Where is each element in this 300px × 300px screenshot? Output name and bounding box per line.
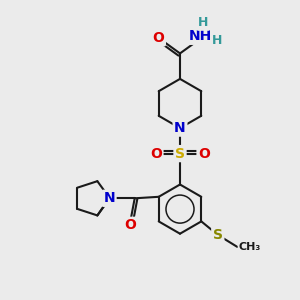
Text: S: S xyxy=(175,147,185,160)
Text: S: S xyxy=(213,228,223,242)
Text: CH₃: CH₃ xyxy=(239,242,261,252)
Text: NH: NH xyxy=(188,29,212,43)
Text: H: H xyxy=(212,34,222,47)
Text: O: O xyxy=(150,147,162,160)
Text: O: O xyxy=(124,218,136,232)
Text: N: N xyxy=(174,121,186,135)
Text: N: N xyxy=(103,191,115,205)
Text: H: H xyxy=(198,16,208,29)
Text: O: O xyxy=(198,147,210,160)
Text: O: O xyxy=(152,31,164,45)
